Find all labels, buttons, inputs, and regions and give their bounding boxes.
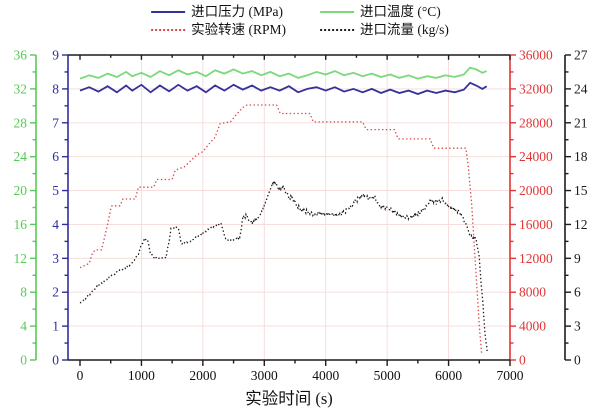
legend-label-flow: 进口流量 (kg/s) — [360, 22, 449, 37]
svg-text:12: 12 — [574, 217, 588, 232]
series-flow — [79, 180, 488, 354]
svg-text:4: 4 — [20, 319, 27, 334]
svg-text:9: 9 — [574, 251, 581, 266]
svg-text:24: 24 — [574, 81, 588, 96]
series-temperature — [79, 66, 488, 80]
legend-label-pressure: 进口压力 (MPa) — [191, 4, 283, 19]
svg-text:12: 12 — [14, 251, 28, 266]
legend-item-pressure: 进口压力 (MPa) — [151, 3, 286, 20]
temperature-axis: 0 4 8 12 16 20 24 28 32 36 — [14, 48, 37, 368]
svg-text:36000: 36000 — [519, 48, 553, 63]
svg-text:5: 5 — [52, 183, 59, 198]
svg-text:20: 20 — [14, 183, 28, 198]
svg-text:3000: 3000 — [251, 368, 278, 383]
svg-text:2: 2 — [52, 285, 59, 300]
svg-text:0: 0 — [52, 353, 59, 368]
temperature-line-marker — [320, 10, 355, 13]
svg-text:21: 21 — [574, 115, 588, 130]
svg-text:1000: 1000 — [128, 368, 155, 383]
svg-text:8: 8 — [52, 81, 59, 96]
svg-text:28: 28 — [14, 115, 28, 130]
gridlines — [68, 55, 510, 360]
svg-text:15: 15 — [574, 183, 588, 198]
svg-text:5000: 5000 — [374, 368, 401, 383]
svg-text:9: 9 — [52, 48, 59, 63]
svg-text:16: 16 — [14, 217, 28, 232]
x-axis: 0 1000 2000 3000 4000 5000 6000 7000 — [68, 54, 524, 383]
svg-text:8: 8 — [20, 285, 27, 300]
svg-text:0: 0 — [519, 353, 526, 368]
legend-label-rpm: 实验转速 (RPM) — [191, 22, 287, 37]
svg-text:6000: 6000 — [435, 368, 462, 383]
svg-text:24000: 24000 — [519, 149, 553, 164]
rpm-axis: 0 4000 8000 12000 16000 20000 24000 28000 32000 3… — [509, 48, 553, 368]
series-rpm — [79, 104, 483, 355]
flow-line-marker — [320, 28, 355, 31]
svg-text:2000: 2000 — [189, 368, 216, 383]
svg-text:6: 6 — [52, 149, 59, 164]
x-axis-title: 实验时间 (s) — [245, 389, 333, 408]
svg-text:4000: 4000 — [519, 319, 546, 334]
svg-text:6: 6 — [574, 285, 581, 300]
rpm-line-marker — [151, 28, 186, 31]
pressure-axis: 0 1 2 3 4 5 6 7 8 9 — [52, 48, 69, 368]
svg-text:7000: 7000 — [497, 368, 524, 383]
series-pressure — [79, 81, 488, 95]
svg-text:12000: 12000 — [519, 251, 553, 266]
flow-axis: 0 3 6 9 12 15 18 21 24 27 — [564, 48, 588, 368]
svg-text:0: 0 — [574, 353, 581, 368]
svg-text:27: 27 — [574, 48, 588, 63]
svg-text:1: 1 — [52, 319, 59, 334]
legend-item-flow: 进口流量 (kg/s) — [320, 21, 449, 38]
svg-text:0: 0 — [77, 368, 84, 383]
chart-legend: 进口压力 (MPa) 进口温度 (°C) 实验转速 (RPM) 进口流量 (kg… — [151, 3, 449, 38]
svg-text:18: 18 — [574, 149, 588, 164]
svg-text:4000: 4000 — [312, 368, 339, 383]
legend-item-rpm: 实验转速 (RPM) — [151, 21, 286, 38]
svg-text:3: 3 — [52, 251, 59, 266]
svg-text:24: 24 — [14, 149, 28, 164]
svg-text:32000: 32000 — [519, 81, 553, 96]
svg-text:8000: 8000 — [519, 285, 546, 300]
legend-label-temperature: 进口温度 (°C) — [360, 4, 441, 19]
svg-text:20000: 20000 — [519, 183, 553, 198]
svg-text:4: 4 — [52, 217, 59, 232]
pressure-line-marker — [151, 10, 186, 13]
svg-text:3: 3 — [574, 319, 581, 334]
legend-item-temperature: 进口温度 (°C) — [320, 3, 449, 20]
svg-text:7: 7 — [52, 115, 59, 130]
svg-text:0: 0 — [20, 353, 27, 368]
svg-text:36: 36 — [14, 48, 28, 63]
svg-text:32: 32 — [14, 81, 28, 96]
svg-text:28000: 28000 — [519, 115, 553, 130]
svg-text:16000: 16000 — [519, 217, 553, 232]
